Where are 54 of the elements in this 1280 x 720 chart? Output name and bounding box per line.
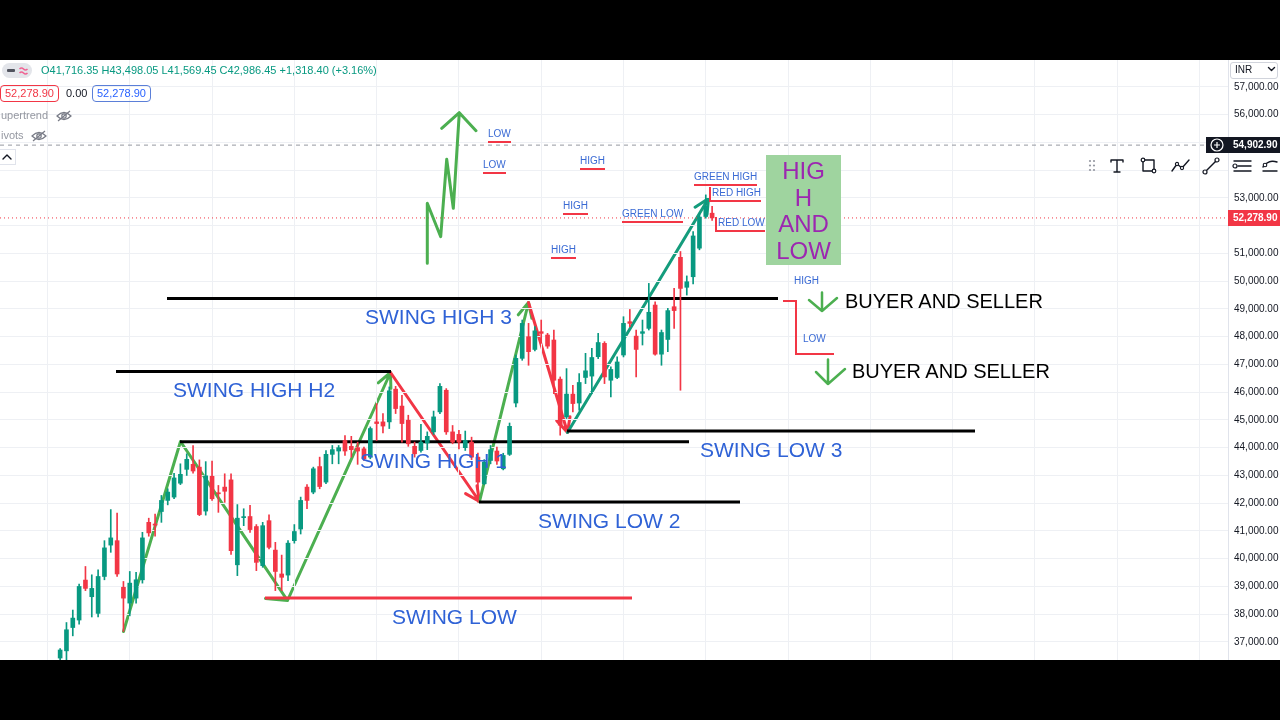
ref-line-label: SWING LOW 3 [700,437,843,461]
annotation: HIGH AND LOW [766,155,841,265]
y-tick-label: 40,000.00 [1234,552,1279,564]
y-tick-label: 51,000.00 [1234,247,1279,259]
annotation: ivots [1,129,24,142]
y-tick-label: 38,000.00 [1234,607,1279,619]
annotation: 52,278.90 [0,85,59,102]
y-tick-label: 43,000.00 [1234,469,1279,481]
annotation: upertrend [1,109,49,122]
y-tick-label: 42,000.00 [1234,496,1279,508]
y-tick-label: 49,000.00 [1234,302,1279,314]
annotation: GREEN HIGH [694,171,758,186]
annotation: GREEN LOW [622,208,684,223]
text: INR [1235,64,1253,76]
ref-line-label: SWING LOW 2 [538,508,681,532]
y-tick-label: 46,000.00 [1234,385,1279,397]
annotation: BUYER AND SELLER [852,360,1050,383]
annotation: RED HIGH [709,187,761,202]
annotation: HIGH [580,155,605,170]
annotation: HIGH [551,244,576,259]
annotation: HIGH [794,275,819,287]
candlestick [108,509,114,553]
candlestick [671,288,677,329]
annotation: BUYER AND SELLER [845,290,1043,313]
ref-line-label: SWING HIGH 3 [365,305,513,329]
candlestick [279,554,285,591]
annotation: 52,278.90 [92,85,151,102]
annotation: 0.00 [66,87,88,100]
candlestick [538,319,544,344]
y-tick-label: 57,000.00 [1234,80,1279,92]
annotation: LOW [803,333,826,345]
annotation: HIGH [563,200,588,215]
y-tick-label: 37,000.00 [1234,635,1279,647]
y-tick-label: 45,000.00 [1234,413,1279,425]
annotation: LOW [483,159,506,174]
candlestick [222,473,228,503]
annotation: O41,716.35 H43,498.05 L41,569.45 C42,986.45 +1,318.40 (+3.16%) [41,63,377,77]
y-tick-label: 48,000.00 [1234,330,1279,342]
y-tick-label: 39,000.00 [1234,580,1279,592]
candlestick [89,574,95,618]
annotation: LOW [488,128,511,143]
ref-line-label: SWING LOW [392,604,518,628]
annotation: RED LOW [715,217,765,232]
ref-line-label: 52,278.90 [1233,212,1278,224]
ref-line-label: SWING HIGH H2 [173,378,336,402]
y-tick-label: 56,000.00 [1234,108,1279,120]
y-tick-label: 44,000.00 [1234,441,1279,453]
ref-line-label: 54,902.90 [1233,139,1278,151]
y-tick-label: 50,000.00 [1234,274,1279,286]
y-tick-label: 47,000.00 [1234,358,1279,370]
candlestick [627,309,633,328]
candlestick [241,508,247,527]
y-tick-label: 41,000.00 [1234,524,1279,536]
y-tick-label: 53,000.00 [1234,191,1279,203]
